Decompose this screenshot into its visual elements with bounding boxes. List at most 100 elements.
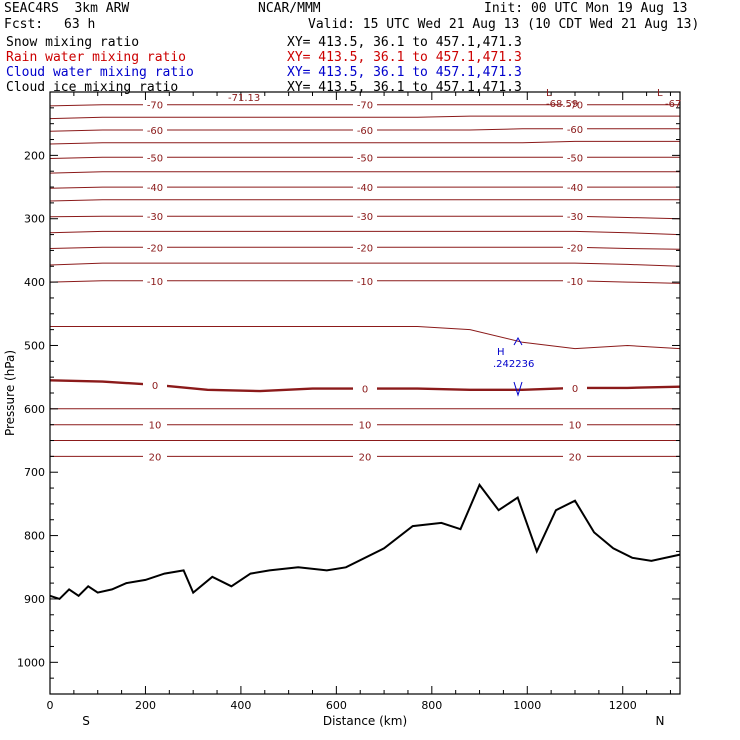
y-tick-label: 300	[24, 213, 45, 226]
isotherm-label: -70	[147, 101, 163, 112]
terrain-layer	[49, 482, 681, 601]
isotherm-label-bg	[353, 210, 377, 223]
field-xy-snow: XY= 413.5, 36.1 to 457.1,471.3	[287, 35, 522, 50]
low-marker: L	[546, 88, 552, 99]
isotherm-label-bg	[563, 98, 587, 111]
isotherm-label: -20	[567, 243, 583, 254]
isotherm-label-bg	[353, 151, 377, 164]
field-xy-rain: XY= 413.5, 36.1 to 457.1,471.3	[287, 50, 522, 65]
isotherm-label: -50	[567, 153, 583, 164]
isotherm-label-bg	[353, 124, 377, 137]
isotherm-label: -60	[567, 125, 583, 136]
isotherm-label: 20	[149, 452, 162, 463]
isotherm-label-bg	[353, 181, 377, 194]
y-tick-label: 400	[24, 276, 45, 289]
corner-value-label: -67	[665, 99, 681, 110]
isotherm-label: -70	[357, 101, 373, 112]
isotherm-m25	[49, 230, 681, 236]
isotherm-label: -10	[357, 277, 373, 288]
isotherm-label-bg	[143, 418, 167, 431]
isotherm-m15	[49, 262, 681, 267]
x-tick-label: 1200	[609, 699, 637, 712]
field-name-snow: Snow mixing ratio	[6, 35, 140, 50]
isotherm-label-bg	[563, 274, 587, 287]
field-name-cloudwater: Cloud water mixing ratio	[6, 65, 194, 80]
isotherm-label: 10	[149, 421, 162, 432]
isotherm-m35	[49, 199, 680, 202]
field-xy-cloudwater: XY= 413.5, 36.1 to 457.1,471.3	[287, 65, 522, 80]
isotherm-label: -40	[567, 183, 583, 194]
y-tick-label: 1000	[17, 656, 45, 669]
isotherm-label: -20	[357, 243, 373, 254]
terrain-line	[49, 482, 681, 601]
isotherm-label-bg	[143, 378, 167, 391]
field-name-cloudice: Cloud ice mixing ratio	[6, 80, 179, 95]
x-axis-label: Distance (km)	[323, 714, 407, 728]
isotherm-label-bg	[563, 181, 587, 194]
min-value-label: -71.13	[228, 93, 260, 104]
org-label: NCAR/MMM	[258, 1, 321, 16]
isotherm-label-bg	[353, 241, 377, 254]
north-label: N	[656, 714, 665, 728]
isotherm-label-bg	[563, 241, 587, 254]
max-value-label: -68.59	[546, 99, 578, 110]
isotherm-layer: -70 -70 -70 -60 -60 -60 -50 -50 -50 -40 -40 -40 -30 -…	[49, 98, 681, 463]
isotherm-label: 10	[359, 421, 372, 432]
y-tick-label: 600	[24, 403, 45, 416]
isotherm-label-bg	[143, 210, 167, 223]
isotherm-label-bg	[143, 181, 167, 194]
isotherm-m55	[49, 140, 680, 145]
fcst-label: Fcst:	[4, 17, 44, 32]
isotherm-label-bg	[353, 382, 377, 395]
isotherm-label: -40	[357, 183, 373, 194]
cloud-contour-tip	[513, 381, 523, 397]
y-tick-label: 200	[24, 149, 45, 162]
isotherm-label-bg	[563, 450, 587, 463]
x-tick-label: 1000	[513, 699, 541, 712]
isotherm-label: 10	[569, 421, 582, 432]
isotherm-label-bg	[143, 124, 167, 137]
cloud-max-value-label: .242236	[493, 359, 534, 370]
y-tick-label: 900	[24, 593, 45, 606]
init-time: Init: 00 UTC Mon 19 Aug 13	[484, 1, 688, 16]
isotherm-label: -50	[147, 153, 163, 164]
isotherm-label: 20	[569, 452, 582, 463]
isotherm-label: -60	[147, 126, 163, 137]
isotherm-label-bg	[143, 98, 167, 111]
isotherm-label-bg	[143, 450, 167, 463]
isotherm-m5	[50, 326, 681, 350]
isotherm-label: -40	[147, 183, 163, 194]
x-tick-label: 0	[47, 699, 54, 712]
south-label: S	[82, 714, 90, 728]
x-tick-label: 200	[135, 699, 156, 712]
isotherm-label-bg	[143, 151, 167, 164]
isotherm-label-bg	[563, 418, 587, 431]
y-axis-label: Pressure (hPa)	[3, 350, 17, 436]
cloud-contour-tip	[513, 336, 523, 346]
isotherm-label: 0	[152, 381, 158, 392]
valid-time: Valid: 15 UTC Wed 21 Aug 13 (10 CDT Wed …	[308, 17, 700, 32]
field-name-rain: Rain water mixing ratio	[6, 50, 187, 65]
isotherm-label-bg	[143, 274, 167, 287]
model-title: SEAC4RS 3km ARW	[4, 1, 130, 16]
low-marker: L	[657, 88, 663, 99]
x-tick-label: 800	[421, 699, 442, 712]
isotherm-label: -20	[147, 243, 163, 254]
isotherm-label: -30	[357, 212, 373, 223]
fcst-value: 63 h	[64, 17, 96, 32]
isotherm-label: -10	[567, 277, 583, 288]
y-tick-label: 500	[24, 339, 45, 352]
isotherm-label: -60	[357, 126, 373, 137]
isotherm-label: -50	[357, 153, 373, 164]
isotherm-label: 0	[362, 385, 368, 396]
isotherm-label-bg	[563, 151, 587, 164]
isotherm-m65	[49, 115, 680, 120]
x-tick-label: 400	[230, 699, 251, 712]
field-xy-cloudice: XY= 413.5, 36.1 to 457.1,471.3	[287, 80, 522, 95]
isotherm-label-bg	[353, 274, 377, 287]
isotherm-label: -70	[567, 101, 583, 112]
isotherm-label: 0	[572, 384, 578, 395]
annotation-layer: -71.13-68.59 -67L LH.242236	[228, 88, 681, 397]
